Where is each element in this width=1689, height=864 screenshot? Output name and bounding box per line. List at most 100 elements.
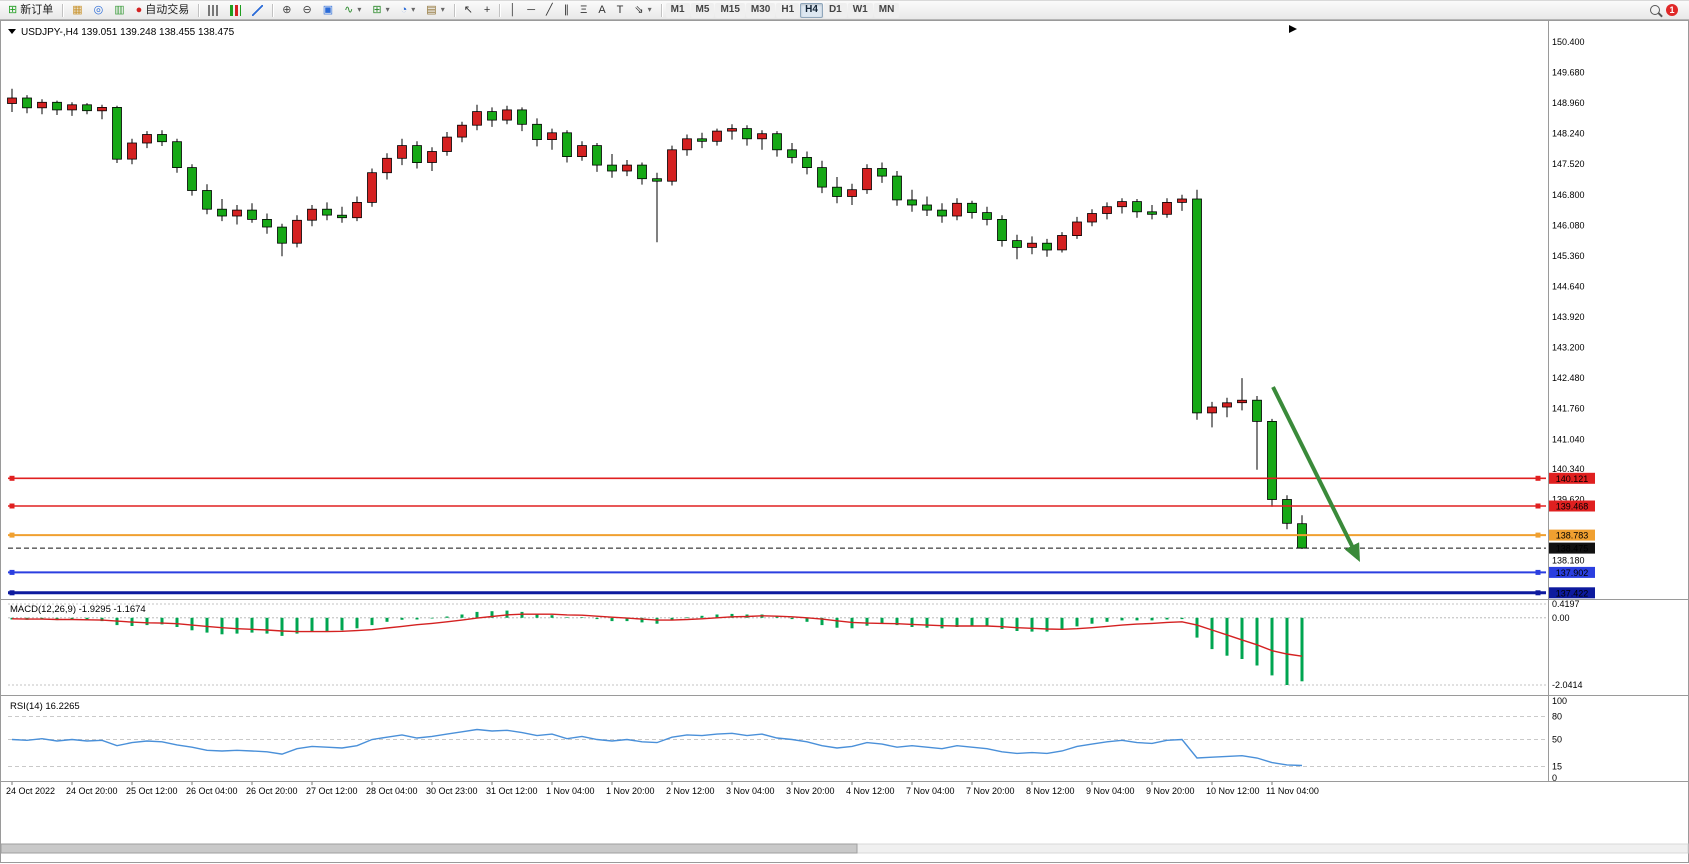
templates-icon: ▤ bbox=[426, 3, 437, 16]
new-order-button[interactable]: ⊞ 新订单 bbox=[3, 2, 58, 18]
fibonacci-icon: Ξ bbox=[580, 3, 588, 16]
support-line-orange-handle[interactable] bbox=[9, 532, 15, 538]
support-line-blue-handle[interactable] bbox=[1535, 569, 1541, 575]
svg-text:138.475: 138.475 bbox=[1556, 544, 1589, 554]
channel-icon: ∥ bbox=[563, 3, 570, 16]
resistance-line-upper-price-badge bbox=[1549, 472, 1595, 484]
resistance-line-lower-handle[interactable] bbox=[9, 503, 15, 509]
fibonacci-button[interactable]: Ξ bbox=[575, 2, 592, 18]
timeframe-m30[interactable]: M30 bbox=[745, 2, 776, 18]
svg-text:25 Oct 12:00: 25 Oct 12:00 bbox=[126, 786, 178, 796]
chart-frame bbox=[0, 20, 1689, 863]
timeframe-m1[interactable]: M1 bbox=[665, 2, 690, 18]
timeframe-m5[interactable]: M5 bbox=[690, 2, 715, 18]
cursor-button[interactable]: ↖ bbox=[459, 2, 478, 18]
svg-text:146.080: 146.080 bbox=[1552, 220, 1585, 230]
svg-text:149.680: 149.680 bbox=[1552, 68, 1585, 78]
svg-text:145.360: 145.360 bbox=[1552, 251, 1585, 261]
timeframe-d1[interactable]: D1 bbox=[823, 2, 847, 18]
tile-windows-button[interactable]: ▣ bbox=[318, 2, 338, 18]
timeframe-w1[interactable]: W1 bbox=[847, 2, 873, 18]
resistance-line-lower-handle[interactable] bbox=[1535, 503, 1541, 509]
svg-text:138.180: 138.180 bbox=[1552, 556, 1585, 566]
profiles-icon: ◎ bbox=[93, 3, 104, 16]
text-icon: A bbox=[598, 3, 606, 16]
new-order-button-label: 新订单 bbox=[20, 3, 54, 16]
templates-button[interactable]: ▤ ▾ bbox=[421, 2, 449, 18]
toolbar-separator bbox=[62, 3, 64, 17]
svg-text:7 Nov 20:00: 7 Nov 20:00 bbox=[966, 786, 1015, 796]
support-line-blue-handle[interactable] bbox=[9, 569, 15, 575]
resistance-line-upper-handle[interactable] bbox=[9, 475, 15, 481]
crosshair-button[interactable]: + bbox=[479, 2, 495, 18]
caret-down-icon: ▾ bbox=[385, 5, 390, 14]
text-button[interactable]: A bbox=[593, 2, 610, 18]
periods-button[interactable]: ◔ ▾ bbox=[396, 2, 421, 18]
timeframe-h4[interactable]: H4 bbox=[800, 2, 823, 18]
svg-text:146.800: 146.800 bbox=[1552, 190, 1585, 200]
arrows-icon: ⇘ bbox=[634, 3, 644, 16]
svg-text:4 Nov 12:00: 4 Nov 12:00 bbox=[846, 786, 895, 796]
resistance-line-upper-handle[interactable] bbox=[1535, 475, 1541, 481]
zoom-in-button[interactable]: ⊕ bbox=[277, 2, 296, 18]
svg-text:10 Nov 12:00: 10 Nov 12:00 bbox=[1206, 786, 1260, 796]
timeframe-h1[interactable]: H1 bbox=[776, 2, 800, 18]
svg-text:0.00: 0.00 bbox=[1552, 613, 1570, 623]
channel-button[interactable]: ∥ bbox=[559, 2, 575, 18]
zoom-in-icon: ⊕ bbox=[282, 3, 292, 16]
chart-title: USDJPY-,H4 139.051 139.248 138.455 138.4… bbox=[21, 27, 235, 38]
add-indicator-button[interactable]: ⊞ ▾ bbox=[367, 2, 394, 18]
notification-badge[interactable]: 1 bbox=[1666, 4, 1678, 16]
chart-window-icon: ▦ bbox=[72, 3, 83, 16]
charts-window-button[interactable]: ▦ bbox=[67, 2, 87, 18]
line-chart-button[interactable] bbox=[247, 2, 268, 18]
svg-text:9 Nov 04:00: 9 Nov 04:00 bbox=[1086, 786, 1135, 796]
svg-text:27 Oct 12:00: 27 Oct 12:00 bbox=[306, 786, 358, 796]
add-indicator-icon: ⊞ bbox=[372, 3, 382, 16]
support-line-orange-handle[interactable] bbox=[1535, 532, 1541, 538]
bar-chart-button[interactable] bbox=[203, 2, 224, 18]
trend-arrow-annotation bbox=[1271, 386, 1360, 562]
caret-down-icon: ▾ bbox=[357, 5, 362, 14]
search-icon[interactable] bbox=[1650, 5, 1660, 15]
vertical-line-button[interactable]: │ bbox=[504, 2, 521, 18]
svg-text:3 Nov 20:00: 3 Nov 20:00 bbox=[786, 786, 835, 796]
svg-text:0: 0 bbox=[1552, 773, 1557, 783]
svg-text:150.400: 150.400 bbox=[1552, 37, 1585, 47]
macd-label: MACD(12,26,9) -1.9295 -1.1674 bbox=[10, 604, 146, 615]
zoom-out-button[interactable]: ⊖ bbox=[298, 2, 317, 18]
arrows-button[interactable]: ⇘ ▾ bbox=[629, 2, 656, 18]
chart-shift-marker-icon[interactable] bbox=[1289, 25, 1297, 33]
auto-trading-button[interactable]: ● 自动交易 bbox=[131, 2, 195, 18]
horizontal-line-button[interactable]: ─ bbox=[522, 2, 540, 18]
profiles-button[interactable]: ◎ bbox=[89, 2, 109, 18]
indicators-button[interactable]: ∿ ▾ bbox=[339, 2, 366, 18]
scrollbar-thumb[interactable] bbox=[0, 843, 858, 854]
down-trend-arrow[interactable] bbox=[1271, 386, 1360, 562]
bar-chart-icon bbox=[208, 4, 220, 16]
rsi-panel: 100 80 50 15 0 bbox=[8, 696, 1567, 783]
toolbar-right-group: 1 bbox=[1650, 4, 1686, 16]
svg-text:3 Nov 04:00: 3 Nov 04:00 bbox=[726, 786, 775, 796]
timeframe-mn[interactable]: MN bbox=[873, 2, 900, 18]
zoom-out-icon: ⊖ bbox=[302, 3, 312, 16]
support-line-navy-handle[interactable] bbox=[9, 590, 15, 596]
svg-text:15: 15 bbox=[1552, 761, 1562, 771]
svg-text:80: 80 bbox=[1552, 711, 1562, 721]
horizontal-line-objects: 140.121 139.468 138.783 138.475 137.902 137.4… bbox=[8, 472, 1595, 599]
svg-text:31 Oct 12:00: 31 Oct 12:00 bbox=[486, 786, 538, 796]
data-window-button[interactable]: ▥ bbox=[109, 2, 129, 18]
trendline-button[interactable]: ╱ bbox=[541, 2, 558, 18]
svg-text:139.468: 139.468 bbox=[1556, 502, 1589, 512]
chart-collapse-icon[interactable] bbox=[8, 29, 16, 34]
svg-text:144.640: 144.640 bbox=[1552, 281, 1585, 291]
support-line-navy-handle[interactable] bbox=[1535, 590, 1541, 596]
candlestick-chart-button[interactable] bbox=[225, 2, 246, 18]
textbox-button[interactable]: T bbox=[612, 2, 629, 18]
toolbar-separator bbox=[660, 3, 662, 17]
svg-text:30 Oct 23:00: 30 Oct 23:00 bbox=[426, 786, 478, 796]
svg-text:1 Nov 20:00: 1 Nov 20:00 bbox=[606, 786, 655, 796]
svg-text:137.422: 137.422 bbox=[1556, 588, 1589, 598]
timeframe-m15[interactable]: M15 bbox=[715, 2, 745, 18]
